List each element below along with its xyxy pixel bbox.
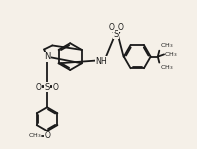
Text: NH: NH (96, 57, 107, 66)
Text: O: O (44, 131, 50, 140)
Text: S: S (45, 83, 50, 92)
Text: CH$_3$: CH$_3$ (160, 41, 173, 50)
Text: O: O (118, 23, 124, 32)
Text: CH$_3$: CH$_3$ (164, 50, 178, 59)
Text: CH$_3$: CH$_3$ (160, 63, 173, 72)
Text: CH$_3$: CH$_3$ (28, 131, 41, 140)
Text: O: O (36, 83, 42, 92)
Text: S: S (114, 30, 119, 39)
Text: O: O (109, 23, 115, 32)
Text: O: O (52, 83, 58, 92)
Text: N: N (44, 52, 50, 61)
